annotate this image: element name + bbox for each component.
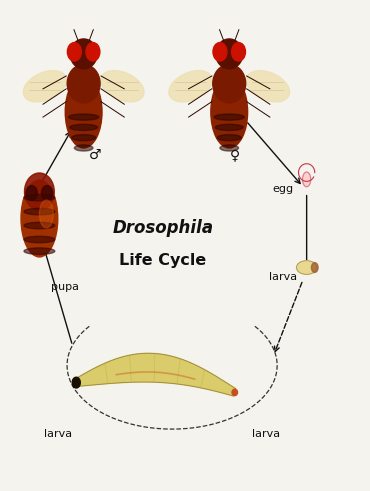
Circle shape — [213, 43, 227, 61]
Ellipse shape — [68, 114, 99, 120]
Ellipse shape — [312, 263, 318, 273]
Ellipse shape — [296, 261, 317, 274]
Ellipse shape — [214, 114, 244, 120]
Text: larva: larva — [269, 273, 297, 282]
Ellipse shape — [67, 64, 100, 103]
Ellipse shape — [24, 248, 55, 254]
Circle shape — [67, 43, 81, 61]
Ellipse shape — [213, 64, 246, 103]
Ellipse shape — [24, 222, 55, 229]
Ellipse shape — [211, 76, 248, 148]
Circle shape — [41, 186, 53, 200]
Ellipse shape — [72, 377, 80, 388]
Polygon shape — [75, 354, 236, 396]
Text: Life Cycle: Life Cycle — [119, 253, 206, 268]
Ellipse shape — [169, 71, 212, 102]
Text: ♂: ♂ — [88, 148, 101, 162]
Text: pupa: pupa — [51, 282, 79, 292]
Ellipse shape — [216, 39, 243, 69]
Text: larva: larva — [44, 429, 72, 439]
Circle shape — [232, 43, 245, 61]
Ellipse shape — [74, 145, 93, 151]
Ellipse shape — [24, 173, 54, 210]
Text: Drosophila: Drosophila — [112, 219, 213, 237]
Ellipse shape — [101, 71, 144, 102]
Ellipse shape — [70, 39, 97, 69]
Ellipse shape — [220, 145, 239, 151]
Ellipse shape — [21, 180, 58, 257]
Ellipse shape — [39, 200, 53, 228]
Ellipse shape — [72, 135, 95, 141]
Ellipse shape — [24, 236, 55, 243]
Ellipse shape — [70, 124, 98, 131]
Ellipse shape — [65, 76, 102, 148]
Ellipse shape — [217, 135, 241, 141]
Ellipse shape — [232, 389, 238, 396]
Text: egg: egg — [272, 184, 293, 194]
Circle shape — [86, 43, 100, 61]
Ellipse shape — [24, 208, 55, 215]
Ellipse shape — [246, 71, 290, 102]
Ellipse shape — [215, 124, 243, 131]
Ellipse shape — [303, 172, 311, 187]
Text: larva: larva — [252, 429, 280, 439]
Ellipse shape — [24, 194, 55, 201]
Text: ♀: ♀ — [230, 148, 240, 162]
Circle shape — [26, 186, 37, 200]
Ellipse shape — [23, 71, 67, 102]
